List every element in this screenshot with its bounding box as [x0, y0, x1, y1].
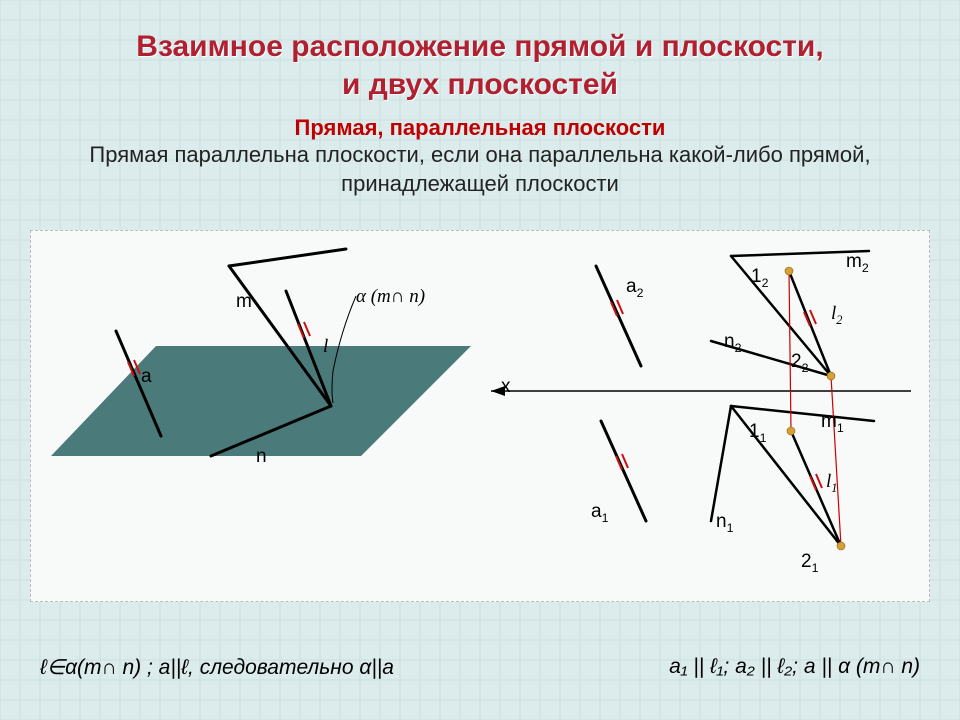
diagram-label: l2	[831, 303, 842, 328]
title-line-2: и двух плоскостей	[342, 68, 618, 101]
slide: Взаимное расположение прямой и плоскости…	[0, 0, 960, 720]
title-line-1: Взаимное расположение прямой и плоскости…	[136, 30, 823, 63]
diagram-label: x	[501, 376, 511, 398]
footer-left: ℓ∈α(m∩ n) ; a||ℓ, следовательно α||a	[40, 655, 394, 680]
diagram-label: 11	[749, 421, 766, 445]
diagram-label: n2	[724, 331, 741, 355]
diagram-svg	[31, 231, 931, 601]
diagram-label: l	[323, 336, 328, 358]
diagram-label: 21	[801, 551, 818, 575]
diagram-label: n	[256, 446, 267, 468]
diagram-canvas: a m l n α (m∩ n) 11 12 21 22 x a2 a1 m2 l2 n2 m1 l1 n1	[30, 230, 930, 602]
diagram-label: m2	[846, 251, 869, 275]
footer-formulas: ℓ∈α(m∩ n) ; a||ℓ, следовательно α||a a₁ …	[40, 655, 920, 680]
diagram-label: m	[236, 291, 252, 313]
subheading-red: Прямая, параллельная плоскости	[30, 115, 930, 141]
diagram-label: m1	[821, 411, 844, 435]
diagram-label: a2	[626, 276, 643, 300]
diagram-label: l1	[826, 471, 837, 496]
footer-right: a₁ || ℓ₁; a₂ || ℓ₂; a || α (m∩ n)	[669, 655, 920, 680]
diagram-label: α (m∩ n)	[356, 286, 425, 308]
diagram-label: a1	[591, 501, 608, 525]
diagram-label: 12	[751, 266, 768, 290]
diagram-label: n1	[716, 511, 733, 535]
diagram-label: 22	[791, 351, 808, 375]
diagram-label: a	[141, 366, 152, 388]
slide-title: Взаимное расположение прямой и плоскости…	[30, 28, 930, 103]
subheading-black: Прямая параллельна плоскости, если она п…	[30, 141, 930, 198]
